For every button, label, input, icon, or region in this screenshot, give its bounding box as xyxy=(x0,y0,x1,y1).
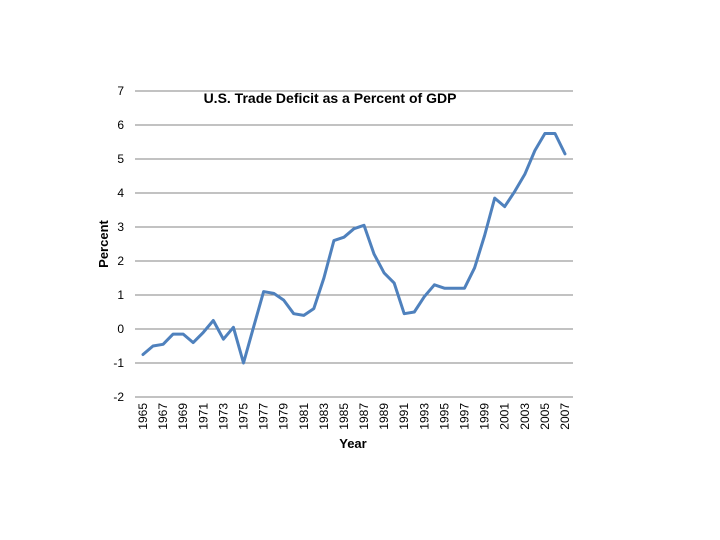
x-axis-label: Year xyxy=(339,436,366,451)
y-tick-label: 1 xyxy=(117,288,124,302)
y-tick-label: 6 xyxy=(117,118,124,132)
x-tick-label: 1971 xyxy=(196,403,210,430)
x-tick-label: 1987 xyxy=(357,403,371,430)
y-tick-labels: -2 -1 0 1 2 3 4 5 6 7 xyxy=(113,84,124,404)
x-tick-label: 2003 xyxy=(518,403,532,430)
x-tick-label: 2005 xyxy=(538,403,552,430)
x-tick-label: 1965 xyxy=(136,403,150,430)
x-tick-label: 1999 xyxy=(478,403,492,430)
y-tick-label: 7 xyxy=(117,84,124,98)
y-tick-label: -2 xyxy=(113,390,124,404)
x-tick-label: 1969 xyxy=(176,403,190,430)
x-tick-label: 2007 xyxy=(558,403,572,430)
x-tick-label: 1983 xyxy=(317,403,331,430)
x-tick-label: 1993 xyxy=(417,403,431,430)
y-tick-label: 4 xyxy=(117,186,124,200)
x-tick-label: 1977 xyxy=(257,403,271,430)
series-line-trade-deficit xyxy=(141,132,567,365)
y-axis-label: Percent xyxy=(96,219,111,267)
y-tick-label: -1 xyxy=(113,356,124,370)
x-tick-label: 1985 xyxy=(337,403,351,430)
x-tick-label: 2001 xyxy=(498,403,512,430)
y-tick-label: 0 xyxy=(117,322,124,336)
x-tick-label: 1973 xyxy=(216,403,230,430)
x-tick-label: 1995 xyxy=(437,403,451,430)
x-tick-label: 1991 xyxy=(397,403,411,430)
x-tick-label: 1967 xyxy=(156,403,170,430)
y-tick-label: 3 xyxy=(117,220,124,234)
x-tick-label: 1979 xyxy=(277,403,291,430)
y-tick-label: 5 xyxy=(117,152,124,166)
x-tick-label: 1989 xyxy=(377,403,391,430)
x-tick-label: 1981 xyxy=(297,403,311,430)
x-tick-labels: 1965 1967 1969 1971 1973 1975 1977 1979 1981 1983… xyxy=(136,403,572,430)
chart-title: U.S. Trade Deficit as a Percent of GDP xyxy=(204,90,457,106)
gridlines xyxy=(135,90,573,364)
x-tick-label: 1997 xyxy=(458,403,472,430)
x-tick-label: 1975 xyxy=(236,403,250,430)
y-tick-label: 2 xyxy=(117,254,124,268)
